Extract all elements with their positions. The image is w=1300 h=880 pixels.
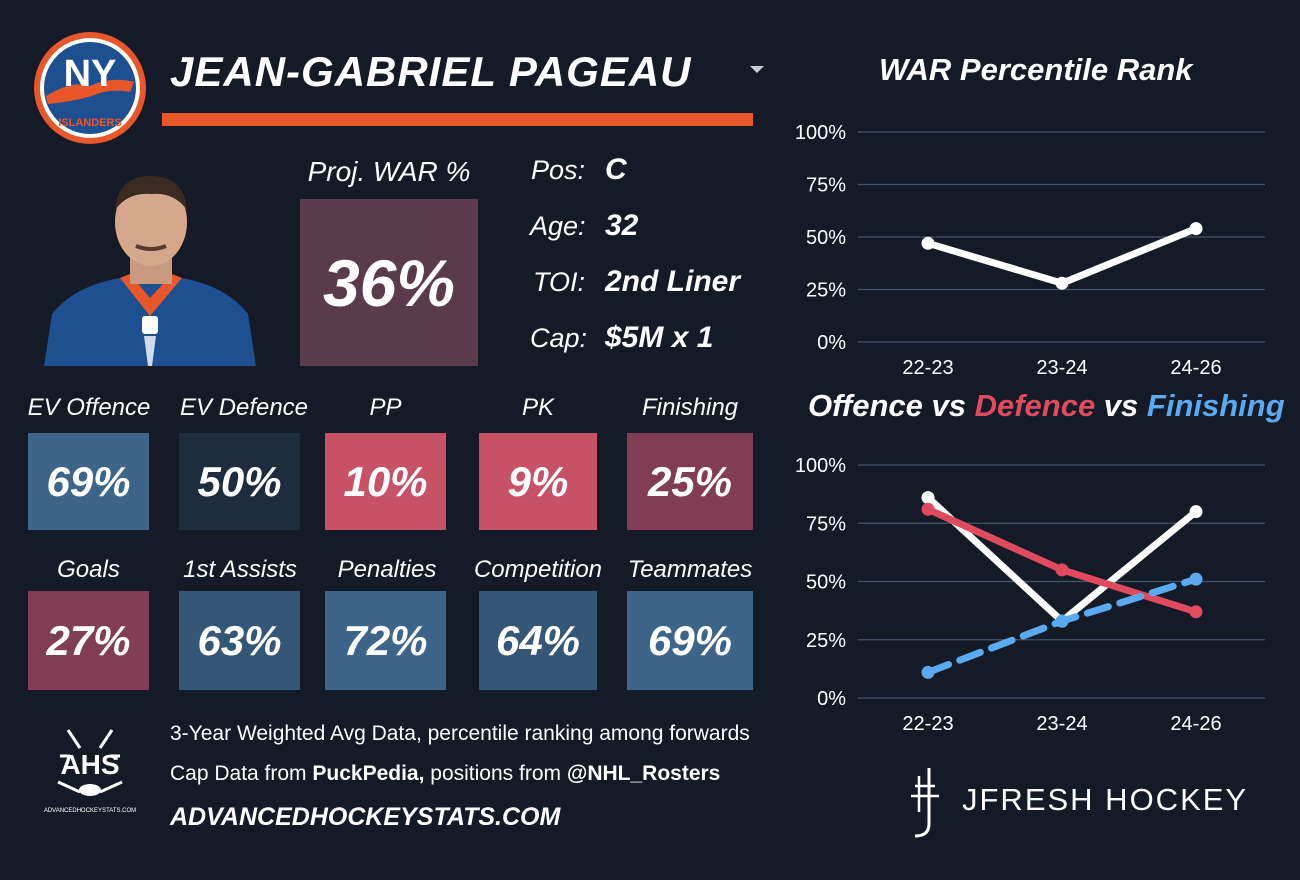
projected-war-value: 36%	[322, 245, 456, 320]
footer-sources-prefix: Cap Data from	[170, 762, 313, 785]
stat-value-pk: 9%	[507, 457, 569, 505]
stat-box-penalties: 72%	[325, 591, 446, 690]
stat-box-ev-offence: 69%	[28, 433, 149, 530]
stat-label-ev-offence: EV Offence	[27, 394, 151, 421]
x-tick-label: 22-23	[902, 713, 953, 735]
stat-box-pk: 9%	[479, 433, 597, 530]
stat-box-competition: 64%	[479, 591, 597, 690]
x-tick-label: 23-24	[1036, 357, 1087, 379]
data-point	[921, 236, 935, 250]
stat-label-teammates: Teammates	[627, 556, 753, 583]
stat-value-finishing: 25%	[647, 457, 733, 505]
x-tick-label: 24-26	[1170, 357, 1221, 379]
team-logo: NY ISLANDERS	[34, 32, 146, 144]
name-underline-bar	[162, 113, 753, 126]
x-tick-label: 24-26	[1170, 713, 1221, 735]
footer-source-puckpedia: PuckPedia,	[312, 762, 425, 785]
y-tick-label: 25%	[806, 630, 846, 652]
stat-label-pk: PK	[521, 394, 554, 421]
stat-value-goals: 27%	[46, 616, 131, 664]
ovd-title-vs-2: vs	[1095, 388, 1147, 423]
ahs-logo: AHS ADVANCEDHOCKEYSTATS.COM	[44, 729, 136, 814]
footer-sources-mid: positions from	[424, 762, 567, 785]
stat-label-pp: PP	[369, 394, 402, 421]
ahs-logo-subtext: ADVANCEDHOCKEYSTATS.COM	[44, 808, 136, 814]
data-point	[921, 665, 935, 679]
stat-value-competition: 64%	[495, 616, 581, 664]
bio-label-toi: TOI:	[532, 267, 585, 297]
stat-value-ev-defence: 50%	[197, 457, 282, 505]
data-point	[1189, 505, 1203, 519]
projected-war-label: Proj. WAR %	[307, 156, 471, 187]
ovd-title-defence: Defence	[974, 388, 1096, 423]
stat-box-goals: 27%	[28, 591, 149, 690]
bio-label-cap: Cap:	[530, 323, 588, 353]
bio-value-toi: 2nd Liner	[605, 265, 741, 298]
bio-label-position: Pos:	[530, 155, 585, 185]
y-tick-label: 0%	[817, 688, 846, 710]
war-percentile-chart: 0% 25% 50% 75% 100% 22-23 23-24 24-26	[795, 122, 1265, 379]
stat-label-1st-assists: 1st Assists	[183, 556, 297, 583]
stat-label-competition: Competition	[473, 556, 603, 583]
stat-label-penalties: Penalties	[337, 556, 437, 583]
player-headshot	[44, 176, 256, 366]
stat-box-finishing: 25%	[627, 433, 753, 530]
player-name: JEAN-GABRIEL PAGEAU	[170, 48, 692, 95]
jfresh-logo-icon	[911, 768, 939, 838]
brand-name: JFRESH HOCKEY	[962, 782, 1249, 817]
stat-value-penalties: 72%	[343, 616, 428, 664]
stat-value-pp: 10%	[343, 457, 428, 505]
stat-value-teammates: 69%	[647, 616, 733, 664]
ovd-chart-title: Offence vs Defence vs Finishing	[808, 388, 1285, 424]
stat-box-pp: 10%	[325, 433, 446, 530]
data-point	[1055, 276, 1069, 290]
offence-defence-finishing-chart: 0% 25% 50% 75% 100% 22-23 23-24 24-26	[795, 455, 1265, 735]
footer-url[interactable]: ADVANCEDHOCKEYSTATS.COM	[170, 803, 561, 831]
bio-value-position: C	[605, 153, 627, 186]
data-point	[1189, 605, 1203, 619]
war-chart-title: WAR Percentile Rank	[879, 52, 1193, 87]
footer-source-nhl-rosters: @NHL_Rosters	[566, 762, 721, 785]
stat-label-ev-defence: EV Defence	[179, 394, 309, 421]
team-logo-subtext: ISLANDERS	[58, 117, 122, 129]
ovd-title-vs-1: vs	[922, 388, 975, 423]
data-point	[921, 502, 935, 516]
y-tick-label: 25%	[806, 280, 846, 302]
projected-war-box: 36%	[300, 199, 478, 366]
y-tick-label: 50%	[806, 572, 846, 594]
data-point	[921, 491, 935, 505]
ahs-logo-text: AHS	[60, 749, 119, 780]
y-tick-label: 75%	[806, 175, 846, 197]
bio-label-age: Age:	[530, 211, 586, 241]
data-point	[1055, 563, 1069, 577]
player-dropdown-caret-icon[interactable]	[750, 66, 764, 73]
y-tick-label: 50%	[806, 227, 846, 249]
x-tick-label: 23-24	[1036, 713, 1087, 735]
series-line	[924, 505, 1200, 616]
y-tick-label: 100%	[795, 122, 846, 144]
bio-value-cap: $5M x 1	[605, 321, 714, 354]
stat-label-goals: Goals	[57, 556, 120, 583]
stat-value-ev-offence: 69%	[46, 457, 131, 505]
y-tick-label: 100%	[795, 455, 846, 477]
y-tick-label: 75%	[806, 513, 846, 535]
stat-value-1st-assists: 63%	[197, 616, 282, 664]
data-point	[1055, 614, 1069, 628]
data-point	[1189, 222, 1203, 236]
data-point	[1189, 572, 1203, 586]
footer-methodology: 3-Year Weighted Avg Data, percentile ran…	[170, 722, 750, 745]
ovd-title-finishing: Finishing	[1146, 388, 1285, 423]
footer-sources: Cap Data from PuckPedia, positions from …	[170, 762, 720, 786]
team-logo-text: NY	[64, 53, 117, 95]
y-tick-label: 0%	[817, 332, 846, 354]
ovd-title-offence: Offence	[808, 388, 923, 423]
stat-box-1st-assists: 63%	[179, 591, 300, 690]
x-tick-label: 22-23	[902, 357, 953, 379]
stat-box-teammates: 69%	[627, 591, 753, 690]
stat-label-finishing: Finishing	[641, 394, 739, 421]
stat-box-ev-defence: 50%	[179, 433, 300, 530]
bio-value-age: 32	[605, 209, 639, 242]
